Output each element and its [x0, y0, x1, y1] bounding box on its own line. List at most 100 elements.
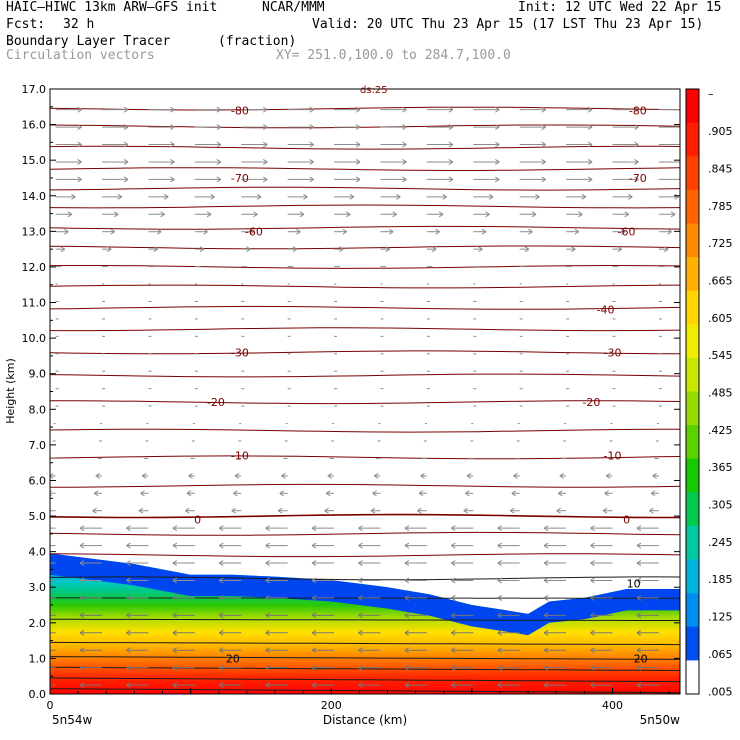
- vector-head: [636, 647, 642, 654]
- contour-line: [50, 204, 680, 209]
- x-axis: 0 200 400: [47, 688, 670, 712]
- vector-head: [262, 106, 268, 113]
- vector-head: [448, 106, 454, 113]
- vector-head: [681, 142, 685, 147]
- contour-line: [50, 576, 680, 581]
- vector-head: [497, 560, 502, 566]
- vector-head: [79, 542, 85, 549]
- vector-head: [160, 211, 165, 218]
- vector-head: [170, 124, 175, 131]
- vector-head: [358, 612, 363, 619]
- vector-head: [590, 560, 595, 566]
- vector-head: [602, 507, 608, 514]
- colorbar-segment: [686, 223, 699, 258]
- vector-head: [543, 560, 549, 566]
- vector-head: [404, 629, 410, 636]
- contour-line: [50, 145, 680, 150]
- vector-head: [681, 159, 685, 164]
- vector-head: [231, 507, 237, 514]
- colorbar-label: .485: [708, 387, 733, 400]
- vector-head: [77, 159, 82, 165]
- vector-head: [355, 106, 361, 113]
- vector-head: [497, 525, 502, 532]
- colorbar-label: .845: [708, 162, 733, 175]
- vector-head: [60, 246, 66, 253]
- vector-head: [126, 682, 131, 689]
- vector-head: [590, 594, 595, 601]
- colorbar-label: .125: [708, 611, 733, 624]
- vector-head: [77, 176, 82, 183]
- colorbar-label: .425: [708, 424, 733, 437]
- vector-head: [652, 472, 657, 479]
- vector-head: [67, 211, 73, 218]
- vector-head: [216, 141, 222, 148]
- vector-head: [417, 507, 422, 514]
- x-axis-title: Distance (km): [323, 713, 407, 727]
- vector-head: [451, 560, 456, 566]
- vector-head: [246, 246, 251, 253]
- vector-head: [64, 228, 69, 235]
- colorbar-segment: [686, 257, 699, 292]
- y-axis: 0.0 1.0 2.0 3.0 4.0 5.0 6.0 7.0 8.0 9.0 10.0 11.0 12…: [22, 83, 680, 701]
- fcst-value: 32 h: [63, 17, 95, 32]
- vector-head: [649, 507, 654, 514]
- vector-head: [234, 472, 240, 479]
- vector-head: [587, 176, 593, 183]
- vector-head: [590, 647, 595, 654]
- vector-head: [556, 507, 561, 514]
- vector-head: [451, 594, 456, 601]
- colorbar-segment: [686, 290, 699, 325]
- top-clip-label: ds:25: [360, 85, 388, 96]
- vector-head: [170, 176, 175, 183]
- contour-label: -20: [207, 396, 225, 409]
- colorbar-segment: [686, 189, 699, 224]
- vector-head: [218, 664, 224, 671]
- vector-head: [541, 124, 546, 131]
- vector-head: [126, 577, 131, 584]
- vector-head: [636, 682, 642, 689]
- y-tick-label: 6.0: [29, 474, 47, 487]
- x-end-label-left: 5n54w: [52, 713, 93, 727]
- y-tick-label: 5.0: [29, 510, 47, 523]
- colorbar-segment: [686, 559, 699, 594]
- contour-label: -20: [582, 396, 600, 409]
- vector-head: [404, 664, 410, 671]
- vector-head: [497, 682, 502, 689]
- vector-head: [50, 490, 53, 497]
- vector-head: [311, 682, 317, 689]
- vector-head: [311, 560, 317, 566]
- colorbar-segment: [686, 593, 699, 628]
- x-tick-label: 400: [602, 699, 623, 712]
- colorbar-segment: [686, 391, 699, 426]
- contour-label: -60: [618, 225, 636, 238]
- vector-head: [543, 629, 549, 636]
- vector-head: [355, 159, 361, 165]
- colorbar-label: .185: [708, 573, 733, 586]
- vector-head: [218, 525, 224, 532]
- vector-head: [218, 682, 224, 689]
- vector-head: [495, 141, 500, 148]
- contour-line: [50, 618, 680, 621]
- vector-head: [249, 228, 255, 235]
- vector-head: [636, 542, 642, 549]
- vector-head: [451, 577, 456, 584]
- vector-head: [590, 664, 595, 671]
- contour-label: -30: [231, 346, 249, 359]
- vector-head: [172, 612, 178, 619]
- vector-head: [126, 664, 131, 671]
- vector-head: [355, 176, 361, 183]
- contour-line: [50, 428, 680, 433]
- vector-head: [77, 124, 82, 131]
- vector-head: [34, 683, 38, 688]
- vector-head: [71, 193, 76, 200]
- cross-section-xy: XY= 251.0,100.0 to 284.7,100.0: [276, 48, 511, 63]
- vector-head: [587, 106, 593, 113]
- colorbar-label: .785: [708, 200, 733, 213]
- vector-head: [349, 193, 355, 200]
- vector-head: [77, 106, 82, 113]
- vector-head: [587, 124, 593, 131]
- vector-head: [634, 141, 639, 148]
- boundary-layer-top-band: [50, 553, 680, 636]
- vector-head: [385, 246, 390, 253]
